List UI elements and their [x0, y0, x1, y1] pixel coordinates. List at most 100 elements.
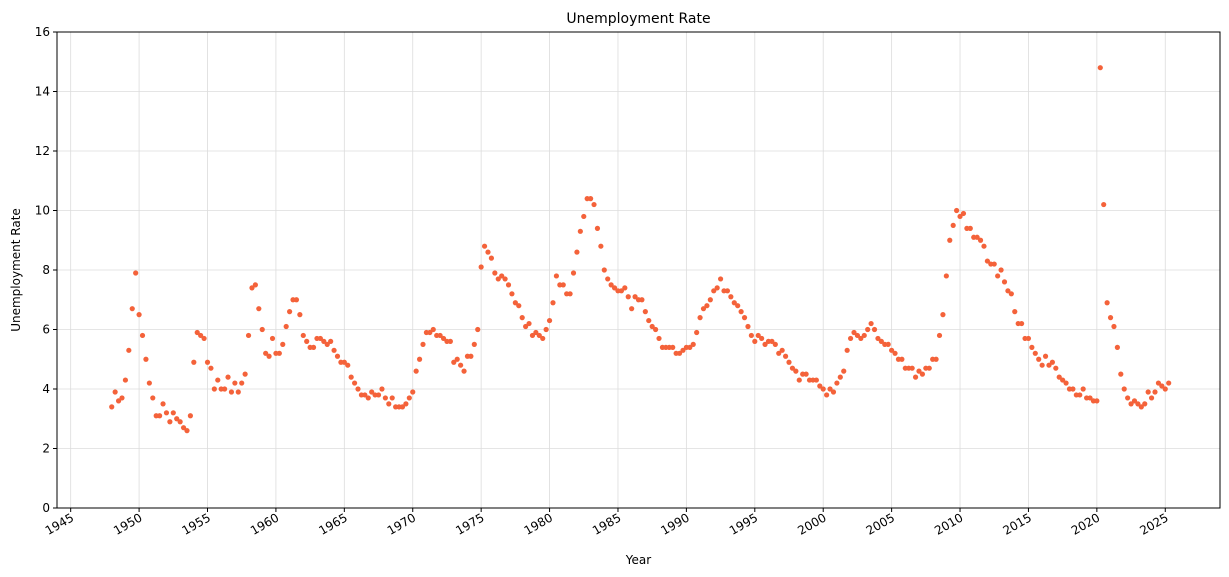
- data-point: [345, 362, 351, 368]
- data-point: [1070, 386, 1076, 392]
- data-point: [851, 329, 857, 336]
- data-point: [967, 225, 973, 231]
- data-point: [413, 368, 419, 374]
- data-point: [208, 365, 214, 371]
- data-point: [1155, 380, 1162, 386]
- data-point: [324, 341, 330, 347]
- data-point: [468, 353, 474, 359]
- data-point: [334, 353, 341, 359]
- data-point: [283, 323, 289, 330]
- data-point: [222, 386, 228, 392]
- data-point: [512, 300, 518, 306]
- data-point: [748, 332, 754, 339]
- data-point: [553, 273, 560, 279]
- data-point: [789, 365, 796, 371]
- data-point: [328, 338, 334, 344]
- data-point: [656, 335, 662, 342]
- data-point: [287, 309, 293, 315]
- data-point: [608, 282, 614, 288]
- data-point: [499, 273, 505, 279]
- data-point: [560, 282, 566, 288]
- data-point: [256, 306, 262, 312]
- data-point: [317, 335, 323, 342]
- data-point: [509, 291, 515, 297]
- data-point: [926, 365, 932, 371]
- data-point: [1019, 320, 1025, 327]
- data-point: [984, 258, 991, 264]
- data-point: [1005, 288, 1011, 294]
- data-point: [437, 332, 443, 339]
- data-point: [687, 344, 693, 350]
- data-point: [386, 401, 392, 407]
- data-point: [488, 255, 495, 261]
- data-point: [280, 341, 286, 347]
- data-point: [871, 326, 878, 333]
- y-tick-label: 4: [42, 382, 50, 396]
- data-point: [365, 395, 371, 401]
- data-point: [1063, 380, 1069, 386]
- data-point: [495, 276, 501, 282]
- data-point: [215, 377, 221, 383]
- data-point: [177, 419, 183, 425]
- data-point: [581, 213, 587, 220]
- data-point: [858, 335, 864, 342]
- data-point: [694, 329, 700, 336]
- data-point: [943, 273, 949, 279]
- data-point: [180, 425, 187, 431]
- data-point: [1094, 398, 1100, 404]
- data-point: [813, 377, 819, 383]
- data-point: [1148, 395, 1155, 401]
- y-tick-label: 2: [42, 442, 50, 456]
- data-point: [1145, 389, 1151, 395]
- data-point: [759, 335, 765, 342]
- data-point: [1060, 377, 1066, 383]
- data-point: [1029, 344, 1035, 350]
- y-tick-label: 6: [42, 323, 50, 337]
- data-point: [868, 320, 874, 327]
- data-point: [1008, 291, 1014, 297]
- data-point: [762, 341, 768, 347]
- data-point: [540, 335, 546, 342]
- data-points: [109, 65, 1172, 434]
- data-point: [1053, 365, 1059, 371]
- data-point: [957, 213, 963, 220]
- data-point: [543, 326, 549, 333]
- data-point: [878, 338, 884, 344]
- data-point: [717, 276, 724, 282]
- data-point: [728, 294, 734, 300]
- data-point: [605, 276, 611, 282]
- x-axis-title: Year: [625, 553, 651, 567]
- data-point: [919, 371, 926, 377]
- data-point: [830, 389, 837, 395]
- data-point: [574, 249, 580, 255]
- data-point: [458, 362, 464, 368]
- data-point: [786, 359, 792, 365]
- data-point: [625, 294, 631, 300]
- data-point: [184, 428, 190, 434]
- data-point: [567, 291, 573, 297]
- data-point: [471, 341, 477, 347]
- data-point: [1131, 398, 1138, 404]
- data-point: [1046, 362, 1052, 368]
- data-point: [461, 368, 467, 374]
- data-point: [139, 332, 146, 339]
- data-point: [485, 249, 491, 255]
- data-point: [642, 309, 648, 315]
- data-point: [731, 300, 737, 306]
- y-axis-title: Unemployment Rate: [9, 208, 23, 332]
- data-point: [865, 326, 871, 333]
- data-point: [632, 294, 638, 300]
- data-point: [1107, 315, 1114, 321]
- data-point: [769, 338, 775, 344]
- data-point: [793, 368, 799, 374]
- data-point: [1162, 386, 1168, 392]
- data-point: [827, 386, 833, 392]
- data-point: [909, 365, 915, 371]
- data-point: [772, 341, 778, 347]
- data-point: [115, 398, 122, 404]
- data-point: [954, 207, 960, 214]
- data-point: [1121, 386, 1127, 392]
- data-point: [704, 303, 710, 309]
- data-point: [174, 416, 180, 422]
- data-point: [526, 320, 532, 327]
